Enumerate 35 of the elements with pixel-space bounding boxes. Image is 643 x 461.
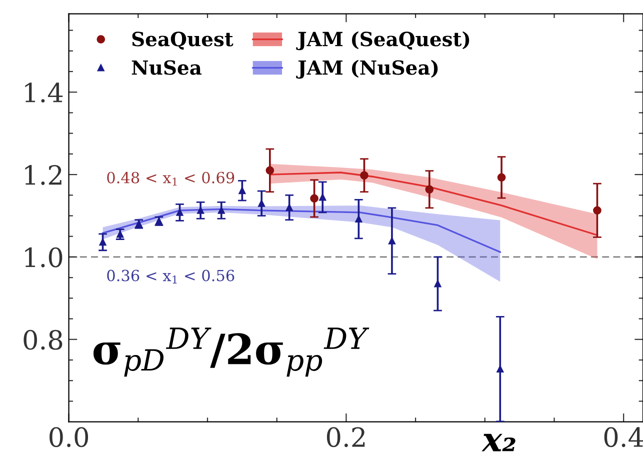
x-tick-label: 0.2 <box>326 427 365 448</box>
point <box>266 166 274 175</box>
x-tick-label: 0.4 <box>604 427 643 448</box>
annotation: 0.48 < x$_{1}$ < 0.69 <box>107 172 234 186</box>
line-series <box>102 208 501 253</box>
point <box>116 230 124 238</box>
y-axis-title: σ$_{pD}$$^{DY}$/2σ$_{pp}$$^{DY}$ <box>93 328 370 377</box>
legend-label: JAM (SeaQuest) <box>296 31 470 50</box>
point <box>496 366 504 373</box>
point <box>425 185 434 194</box>
point <box>99 238 106 246</box>
point <box>238 187 246 194</box>
legend-label: SeaQuest <box>132 32 234 50</box>
point <box>176 208 184 216</box>
legend-label: NuSea <box>132 60 202 75</box>
point <box>197 206 204 214</box>
y-tick-label: 1.0 <box>25 247 62 268</box>
point <box>310 194 318 203</box>
y-tick-label: 0.8 <box>24 330 62 350</box>
point <box>286 204 293 211</box>
x-axis-title: x₂ <box>482 434 516 452</box>
point <box>218 206 225 214</box>
legend-label: JAM (NuSea) <box>296 60 438 79</box>
y-tick-label: 1.2 <box>25 164 62 185</box>
point <box>434 280 442 288</box>
point <box>593 206 602 215</box>
point <box>497 173 506 182</box>
x-tick-label: 0.0 <box>50 427 88 448</box>
annotation: 0.36 < x$_{1}$ < 0.56 <box>107 270 234 284</box>
point <box>388 237 396 244</box>
point <box>258 200 266 207</box>
y-tick-label: 1.4 <box>25 82 63 103</box>
point <box>360 171 368 180</box>
point <box>319 194 326 201</box>
point <box>355 216 362 223</box>
